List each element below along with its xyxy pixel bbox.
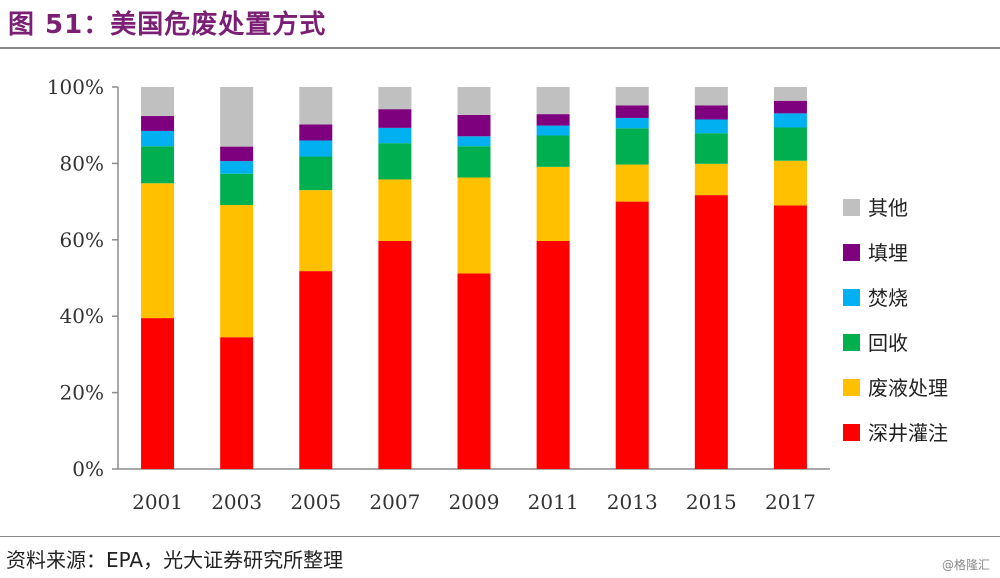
bar-segment [220,337,254,469]
bar-segment [378,143,412,180]
x-tick-label: 2007 [369,490,420,514]
legend-swatch [843,334,860,351]
bar-segment [299,140,333,157]
bar-segment [141,116,175,131]
bar-segment [536,125,570,136]
legend-swatch [843,424,860,441]
bar-segment [457,177,491,274]
bar-segment [694,163,728,196]
footer-divider [0,536,1000,537]
bar-segment [141,130,175,147]
bar-segment [615,105,649,118]
bar-segment [378,240,412,469]
x-tick-label: 2009 [449,490,500,514]
legend-label: 回收 [868,331,908,355]
bar-segment [536,166,570,241]
legend-label: 填埋 [868,241,908,265]
bar-segment [299,87,333,125]
source-note: 资料来源：EPA，光大证券研究所整理 [6,548,344,572]
bar-segment [694,133,728,164]
bar-segment [536,240,570,469]
bar-segment [141,183,175,319]
bar-segment [773,127,807,161]
bar-segment [220,173,254,206]
bar-segment [299,124,333,141]
legend-swatch [843,289,860,306]
legend-swatch [843,199,860,216]
x-tick-label: 2015 [686,490,737,514]
bar-segment [615,117,649,129]
y-tick-label: 100% [47,75,104,99]
bar-segment [141,146,175,184]
chart-title: 图 51：美国危废处置方式 [8,10,327,40]
bar-segment [615,128,649,165]
bar-segment [378,179,412,241]
bar-segment [220,205,254,338]
bar-segment [220,146,254,162]
bar-segment [299,271,333,469]
bar-segment [457,146,491,178]
bar-segment [773,160,807,206]
legend-label: 深井灌注 [868,421,948,445]
bar-segment [773,87,807,101]
bar-segment [536,114,570,126]
legend-swatch [843,244,860,261]
y-tick-label: 60% [60,228,104,252]
watermark: @格隆汇 [941,558,990,572]
chart-bars [141,87,807,470]
bar-segment [378,87,412,110]
y-tick-label: 0% [72,457,104,481]
bar-segment [773,100,807,114]
bar-segment [773,205,807,470]
bar-segment [141,318,175,469]
legend-swatch [843,379,860,396]
bar-segment [457,114,491,137]
bar-segment [615,164,649,202]
legend-label: 焚烧 [868,286,908,310]
bar-segment [220,161,254,174]
bar-segment [378,127,412,144]
bar-segment [457,273,491,469]
bar-segment [694,119,728,134]
bar-segment [536,135,570,167]
bar-segment [378,109,412,128]
y-tick-label: 80% [60,151,104,175]
chart-axes: 0% 20% 40% 60% 80% 100% 2001 2003 2005 2007 2009 20… [47,75,830,514]
bar-segment [220,87,254,147]
x-tick-label: 2003 [211,490,262,514]
x-tick-label: 2011 [528,490,579,514]
bar-segment [694,105,728,120]
x-tick-label: 2013 [607,490,658,514]
bar-segment [694,195,728,469]
bar-segment [299,156,333,191]
x-tick-label: 2005 [290,490,341,514]
x-tick-label: 2001 [132,490,183,514]
bar-segment [615,87,649,106]
bar-segment [141,87,175,117]
legend-label: 其他 [868,196,908,220]
bar-segment [694,87,728,106]
stacked-bar-chart: 0% 20% 40% 60% 80% 100% 2001 2003 2005 2007 2009 20… [47,75,948,514]
x-tick-label: 2017 [765,490,816,514]
bar-segment [536,87,570,115]
y-tick-label: 20% [60,381,104,405]
bar-segment [457,87,491,115]
legend-label: 废液处理 [868,376,948,400]
bar-segment [299,190,333,272]
bar-segment [615,201,649,469]
header-divider [0,47,1000,49]
y-tick-label: 40% [60,304,104,328]
bar-segment [773,113,807,128]
bar-segment [457,136,491,147]
